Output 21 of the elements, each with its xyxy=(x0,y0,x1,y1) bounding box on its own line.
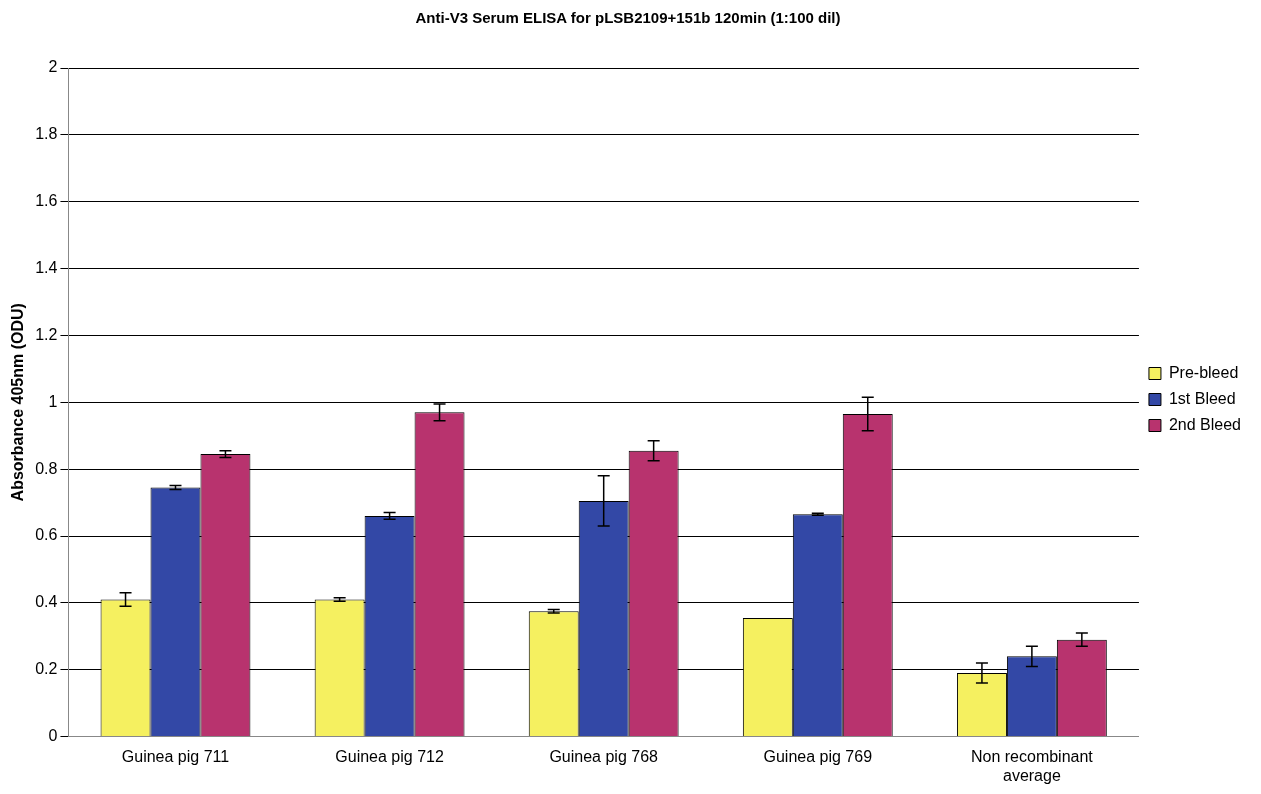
y-tick-label: 0.8 xyxy=(35,459,58,477)
x-tick-label: Guinea pig 768 xyxy=(549,747,659,765)
x-tick-label: Guinea pig 711 xyxy=(121,747,230,765)
y-tick-label: 1 xyxy=(48,392,58,410)
y-tick-label: 2 xyxy=(48,58,58,76)
legend-label: 2nd Bleed xyxy=(1168,415,1241,433)
legend-label: Pre-bleed xyxy=(1168,363,1239,381)
y-tick-label: 1.4 xyxy=(35,258,58,276)
y-tick-label: 1.6 xyxy=(35,192,58,210)
y-tick-label: 0 xyxy=(48,727,58,745)
chart-title: Anti-V3 Serum ELISA for pLSB2109+151b 120min (1:100 dil) xyxy=(415,9,841,27)
y-axis-title: Absorbance 405nm (ODU) xyxy=(9,303,27,502)
legend-label: 1st Bleed xyxy=(1168,389,1236,407)
x-tick-label: Guinea pig 769 xyxy=(763,747,873,765)
y-tick-label: 1.2 xyxy=(35,325,58,343)
y-tick-label: 0.2 xyxy=(35,660,58,678)
y-tick-label: 0.4 xyxy=(35,593,58,611)
y-tick-label: 1.8 xyxy=(35,125,58,143)
x-tick-label: Non recombinant average xyxy=(970,747,1094,784)
x-tick-label: Guinea pig 712 xyxy=(335,747,444,765)
y-tick-label: 0.6 xyxy=(35,526,58,544)
